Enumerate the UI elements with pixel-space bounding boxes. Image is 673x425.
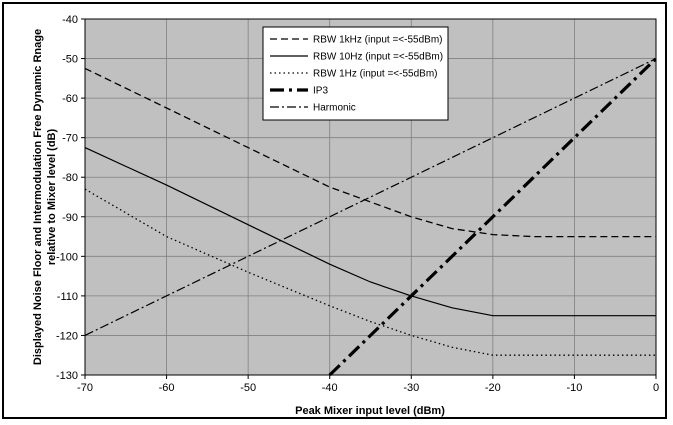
x-tick-label: 0 <box>653 382 659 394</box>
series-line-harmonic <box>84 58 657 336</box>
series-line-ip3 <box>328 57 658 377</box>
legend-label: Harmonic <box>313 103 356 114</box>
gridlines <box>84 18 657 376</box>
y-axis-label-line1: Displayed Noise Floor and Intermodulatio… <box>32 29 44 365</box>
y-tick-label: -60 <box>62 93 78 105</box>
legend: RBW 1kHz (input =<-55dBm) RBW 10Hz (input… <box>262 26 449 121</box>
y-tick-label: -100 <box>56 251 78 263</box>
series-layer <box>84 57 658 377</box>
x-tick-label: -70 <box>77 382 93 394</box>
x-tick-label: -20 <box>485 382 501 394</box>
x-axis-label: Peak Mixer input level (dBm) <box>295 405 445 417</box>
series-line-rbw-1khz-input-55dbm <box>84 67 656 238</box>
legend-label: RBW 10Hz (input =<-55dBm) <box>313 52 443 63</box>
x-tick-label: -10 <box>566 382 582 394</box>
y-tick-label: -40 <box>62 14 78 26</box>
y-tick-label: -110 <box>57 291 78 303</box>
plot-border <box>84 18 657 376</box>
y-tick-label: -50 <box>62 54 78 66</box>
y-axis-label-line2: relative to Mixer level (dB) <box>46 129 58 266</box>
y-tick-label: -90 <box>62 212 78 224</box>
y-tick-label: -130 <box>56 370 78 382</box>
y-tick-label: -80 <box>62 172 78 184</box>
y-tick-label: -70 <box>62 133 78 145</box>
y-tick-label: -120 <box>56 330 78 342</box>
x-tick-label: -60 <box>159 382 175 394</box>
x-tick-label: -30 <box>403 382 419 394</box>
tick-labels: -70 -60 -50 -40 -30 -20 -10 0-40-50-60-70-80-90… <box>56 14 659 394</box>
legend-label: IP3 <box>313 86 328 97</box>
x-tick-label: -40 <box>322 382 338 394</box>
legend-label: RBW 1kHz (input =<-55dBm) <box>313 35 443 46</box>
legend-label: RBW 1Hz (input =<-55dBm) <box>313 69 438 80</box>
series-line-rbw-10hz-input-55dbm <box>84 147 656 317</box>
x-tick-label: -50 <box>240 382 256 394</box>
